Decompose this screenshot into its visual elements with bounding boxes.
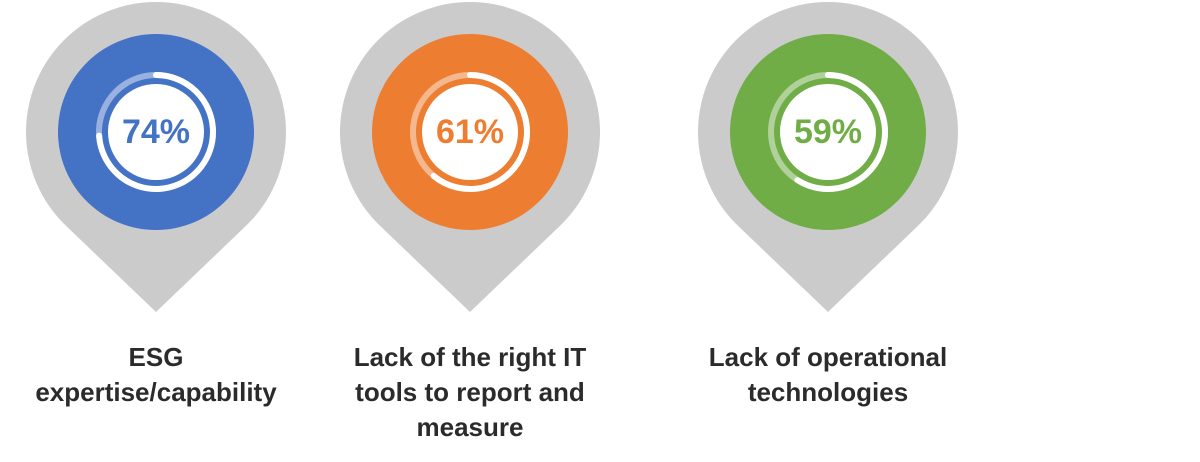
inner-disc (780, 84, 876, 180)
value-label: 74% (122, 113, 190, 151)
category-label: Lack of operational technologies (708, 342, 948, 407)
category-label: Lack of the right IT tools to report and… (353, 342, 587, 442)
value-label: 61% (436, 113, 504, 151)
gauge-arc (96, 72, 216, 192)
gauge-arc (430, 72, 530, 192)
category-label: ESG expertise/capability (35, 342, 277, 407)
inner-disc (422, 84, 518, 180)
value-label: 59% (794, 113, 862, 151)
inner-disc (108, 84, 204, 180)
gauge-arc (794, 72, 888, 192)
